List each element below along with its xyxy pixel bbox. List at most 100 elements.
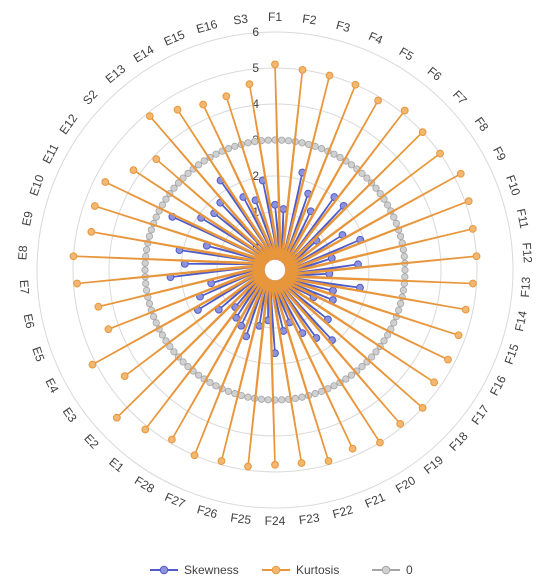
category-label: F28: [132, 473, 157, 496]
data-point: [368, 353, 376, 361]
data-point: [145, 112, 154, 120]
data-point: [152, 213, 160, 221]
category-label: F5: [397, 44, 417, 63]
data-point: [88, 360, 97, 369]
data-point: [143, 246, 151, 254]
data-point: [194, 371, 203, 379]
data-point: [396, 232, 405, 240]
data-point: [372, 184, 380, 192]
category-label: E13: [103, 62, 129, 87]
data-point: [217, 457, 226, 465]
data-point: [376, 438, 384, 447]
data-point: [143, 286, 151, 294]
legend-swatch-marker: [271, 565, 281, 575]
data-point: [363, 174, 371, 182]
grid-ring: [36, 31, 514, 509]
data-point: [184, 363, 192, 371]
data-point: [158, 201, 167, 209]
data-point: [170, 184, 178, 192]
data-point: [174, 179, 182, 187]
data-point: [244, 139, 252, 147]
legend-label: Skewness: [184, 563, 239, 577]
data-point: [90, 202, 99, 210]
category-label: E3: [60, 405, 80, 425]
data-point: [461, 305, 470, 314]
category-label: F23: [298, 510, 321, 527]
data-point: [232, 313, 241, 322]
data-point: [284, 137, 293, 145]
category-label: E8: [15, 245, 30, 261]
data-point: [436, 149, 444, 158]
category-label: F21: [363, 490, 388, 511]
category-label: E16: [195, 17, 220, 36]
category-label: E12: [57, 111, 81, 137]
data-point: [73, 279, 81, 288]
data-point: [456, 169, 465, 178]
data-point: [120, 372, 129, 381]
data-point: [291, 394, 299, 402]
legend-swatch-marker: [159, 565, 169, 575]
category-label: F1: [268, 10, 282, 24]
category-label: E14: [131, 42, 157, 65]
category-label: S2: [80, 87, 100, 108]
category-label: E15: [162, 27, 187, 48]
data-point: [278, 396, 286, 404]
data-point: [351, 80, 360, 89]
data-point: [298, 393, 306, 401]
legend-swatch-marker: [381, 565, 391, 575]
category-label: F7: [450, 88, 470, 108]
data-point: [297, 459, 306, 467]
legend-item: 0: [372, 563, 413, 577]
data-point: [145, 300, 154, 308]
category-label: E5: [29, 345, 47, 364]
radial-tick-label: 5: [252, 61, 259, 75]
category-label: F26: [195, 502, 219, 521]
data-point: [152, 319, 160, 327]
data-point: [401, 273, 409, 281]
legend: Skewness Kurtosis 0: [150, 563, 413, 577]
category-label: E6: [21, 312, 38, 330]
grid-ring: [72, 67, 478, 473]
data-point: [112, 413, 121, 422]
category-label: F14: [512, 309, 530, 332]
data-point: [271, 60, 279, 69]
category-label: F12: [520, 242, 535, 264]
legend-label: 0: [406, 563, 413, 577]
data-point: [464, 197, 473, 206]
data-point: [200, 157, 208, 165]
data-point: [162, 195, 170, 203]
data-point: [141, 266, 149, 274]
legend-item: Kurtosis: [262, 563, 339, 577]
data-point: [317, 145, 326, 153]
category-label: F10: [503, 173, 523, 197]
data-point: [245, 80, 254, 89]
series-group: [69, 60, 481, 471]
data-point: [395, 306, 403, 314]
radial-tick-label: 4: [252, 97, 259, 111]
data-point: [454, 331, 463, 340]
data-point: [342, 375, 350, 383]
data-point: [179, 358, 187, 366]
data-point: [271, 200, 279, 209]
category-label: F27: [163, 490, 188, 511]
data-point: [224, 145, 233, 153]
data-point: [279, 205, 288, 213]
data-point: [324, 457, 333, 465]
data-point: [244, 393, 252, 401]
data-point: [396, 420, 405, 428]
category-label: F13: [518, 276, 533, 298]
data-point: [298, 65, 307, 74]
category-label: F8: [472, 114, 492, 134]
category-label: F18: [446, 429, 471, 454]
series-kurtosis: [69, 60, 481, 471]
category-label: F3: [335, 18, 353, 35]
data-point: [150, 312, 158, 321]
data-point: [418, 128, 427, 137]
data-point: [418, 403, 427, 412]
data-point: [87, 227, 96, 236]
category-label: F22: [331, 502, 355, 521]
data-point: [69, 252, 78, 261]
data-point: [374, 96, 382, 105]
